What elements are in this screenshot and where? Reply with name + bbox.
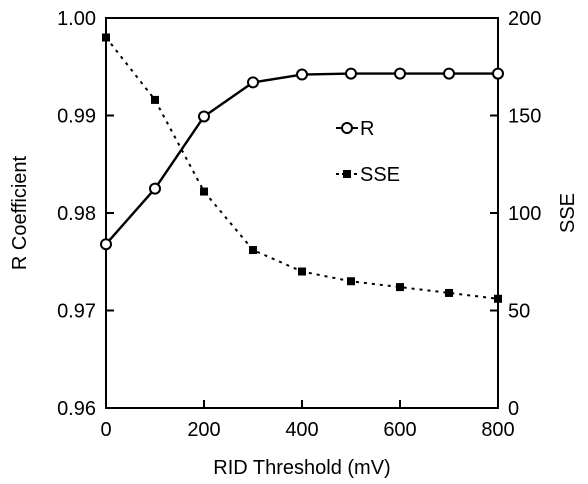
series-point-r [149, 182, 161, 195]
x-tick-label: 800 [481, 419, 514, 441]
y-right-tick-label: 0 [508, 398, 519, 420]
series-point-sse [445, 288, 453, 297]
y-left-tick-label: 0.96 [57, 398, 96, 420]
legend-label-r: R [360, 118, 374, 140]
series-point-sse [249, 246, 257, 255]
y-right-tick-label: 100 [508, 203, 541, 225]
y-right-tick-label: 150 [508, 106, 541, 128]
y-left-tick-label: 0.98 [57, 203, 96, 225]
x-tick-label: 400 [285, 419, 318, 441]
series-point-r [345, 67, 357, 80]
y-left-tick-label: 0.99 [57, 106, 96, 128]
x-tick-label: 600 [383, 419, 416, 441]
y-left-tick-label: 0.97 [57, 301, 96, 323]
legend-marker-sse [343, 170, 351, 178]
series-point-sse [347, 277, 355, 286]
x-tick-label: 0 [100, 419, 111, 441]
y-left-axis-title: R Coefficient [9, 155, 31, 270]
series-point-r [198, 110, 210, 123]
series-point-r [394, 67, 406, 80]
series-point-sse [298, 267, 306, 276]
y-right-tick-label: 200 [508, 8, 541, 30]
y-left-tick-label: 1.00 [57, 8, 96, 30]
x-axis-title: RID Threshold (mV) [213, 457, 390, 479]
series-point-r [296, 68, 308, 81]
series-point-r [492, 67, 504, 80]
series-point-sse [396, 283, 404, 292]
series-point-sse [200, 187, 208, 196]
series-point-r [100, 238, 112, 251]
legend-marker-r [341, 122, 353, 134]
y-right-tick-label: 50 [508, 301, 530, 323]
x-tick-label: 200 [187, 419, 220, 441]
series-point-sse [151, 95, 159, 104]
series-line-r [105, 72, 498, 245]
series-point-r [247, 76, 259, 89]
series-point-sse [494, 294, 502, 303]
legend-label-sse: SSE [360, 164, 400, 186]
series-point-sse [102, 33, 110, 42]
y-right-axis-title: SSE [557, 193, 579, 233]
series-point-r [443, 67, 455, 80]
